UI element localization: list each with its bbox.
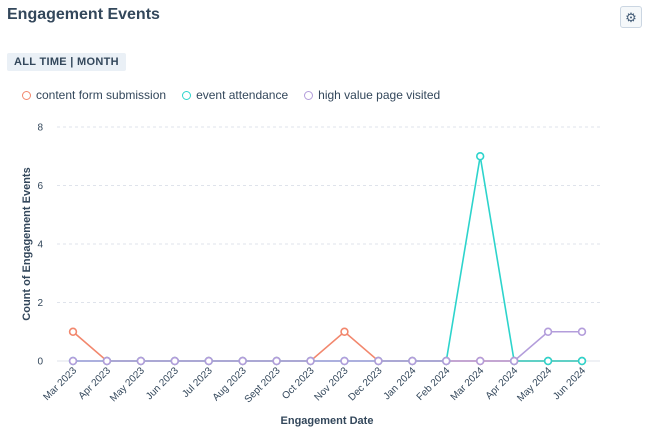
y-tick-label: 8 <box>37 123 43 134</box>
x-tick-label: Jul 2023 <box>180 365 215 400</box>
x-tick-label: Jun 2023 <box>144 365 181 402</box>
x-tick-label: Mar 2023 <box>41 365 79 403</box>
legend-item-high-value-page-visited[interactable]: high value page visited <box>304 88 440 102</box>
y-axis-title: Count of Engagement Events <box>21 167 33 320</box>
data-point[interactable] <box>68 327 78 336</box>
x-tick-label: Dec 2023 <box>346 365 384 403</box>
legend-item-event-attendance[interactable]: event attendance <box>182 88 288 102</box>
y-tick-label: 4 <box>37 240 43 251</box>
data-point[interactable] <box>68 356 78 366</box>
chart-legend: content form submission event attendance… <box>22 88 456 102</box>
data-point[interactable] <box>408 356 417 366</box>
series-lines <box>72 156 582 362</box>
data-point[interactable] <box>577 356 587 366</box>
x-tick-label: Sept 2023 <box>243 365 283 405</box>
x-tick-label: Feb 2024 <box>415 365 453 403</box>
data-point[interactable] <box>543 356 553 366</box>
data-point[interactable] <box>136 356 146 366</box>
series-line <box>73 330 582 362</box>
data-point[interactable] <box>442 356 451 366</box>
x-tick-label: Mar 2024 <box>449 365 487 403</box>
series-line <box>73 156 582 362</box>
data-point[interactable] <box>543 327 553 336</box>
legend-item-content-form-submission[interactable]: content form submission <box>22 88 166 102</box>
y-tick-label: 0 <box>37 357 43 368</box>
data-point[interactable] <box>204 356 213 366</box>
data-point[interactable] <box>509 356 519 366</box>
data-point[interactable] <box>170 356 180 366</box>
data-point[interactable] <box>577 327 587 336</box>
y-axis-ticks: 0 2 4 6 8 <box>37 123 43 368</box>
x-axis-title: Engagement Date <box>281 415 374 427</box>
y-tick-label: 2 <box>37 298 43 309</box>
legend-marker-icon <box>182 90 192 100</box>
data-point[interactable] <box>476 152 485 161</box>
x-tick-label: May 2023 <box>108 365 147 404</box>
page-title: Engagement Events <box>7 6 160 23</box>
legend-label: event attendance <box>196 88 289 102</box>
gridlines <box>57 126 600 362</box>
legend-marker-icon <box>304 90 314 100</box>
data-point[interactable] <box>476 356 485 366</box>
legend-label: high value page visited <box>318 88 441 102</box>
data-point[interactable] <box>306 356 315 366</box>
x-tick-label: Nov 2023 <box>313 365 351 403</box>
gear-icon: ⚙ <box>625 9 637 25</box>
date-range-filter-badge[interactable]: ALL TIME | MONTH <box>7 53 126 71</box>
x-tick-label: Jan 2024 <box>382 365 419 402</box>
settings-button[interactable]: ⚙ <box>620 6 642 28</box>
legend-label: content form submission <box>36 88 167 102</box>
data-point[interactable] <box>102 356 112 366</box>
legend-marker-icon <box>22 90 31 100</box>
data-point[interactable] <box>272 356 281 366</box>
data-point[interactable] <box>340 356 349 366</box>
data-point[interactable] <box>340 327 349 336</box>
series-line <box>72 330 582 362</box>
data-point[interactable] <box>238 356 247 366</box>
data-point[interactable] <box>374 356 383 366</box>
y-tick-label: 6 <box>37 181 43 192</box>
x-tick-label: Oct 2023 <box>280 365 317 402</box>
x-tick-label: May 2024 <box>515 365 554 404</box>
x-tick-label: Jun 2024 <box>551 365 588 402</box>
series-points <box>68 152 587 366</box>
